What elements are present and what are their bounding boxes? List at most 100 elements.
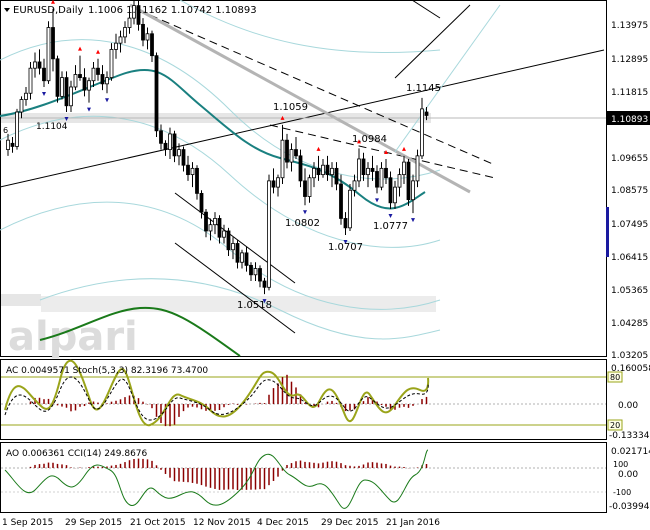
candle-body[interactable] bbox=[424, 111, 429, 116]
candle-body[interactable] bbox=[55, 58, 60, 97]
candle-body[interactable] bbox=[10, 142, 15, 147]
candle-body[interactable] bbox=[69, 86, 73, 107]
candle-body[interactable] bbox=[100, 74, 105, 85]
candlesticks[interactable] bbox=[6, 0, 429, 295]
candle-body[interactable] bbox=[105, 77, 109, 85]
channel-upper[interactable] bbox=[174, 192, 296, 284]
trendline-top-right[interactable] bbox=[394, 4, 471, 79]
candle-body[interactable] bbox=[87, 80, 91, 91]
candle-body[interactable] bbox=[334, 167, 339, 185]
candle-body[interactable] bbox=[271, 180, 276, 188]
trendline-dashed-1[interactable] bbox=[149, 14, 496, 166]
candle-body[interactable] bbox=[145, 33, 150, 41]
candle-body[interactable] bbox=[190, 167, 195, 176]
candle-body[interactable] bbox=[330, 167, 334, 176]
candle-body[interactable] bbox=[321, 164, 325, 176]
candle-body[interactable] bbox=[397, 174, 402, 188]
candle-body[interactable] bbox=[172, 133, 177, 157]
candle-body[interactable] bbox=[78, 74, 82, 78]
candle-body[interactable] bbox=[361, 158, 366, 176]
candle-body[interactable] bbox=[366, 167, 370, 176]
candle-body[interactable] bbox=[406, 161, 411, 201]
candle-body[interactable] bbox=[91, 67, 96, 82]
candle-body[interactable] bbox=[289, 149, 294, 163]
candle-body[interactable] bbox=[276, 177, 280, 188]
candle-body[interactable] bbox=[217, 218, 222, 238]
candle-body[interactable] bbox=[181, 149, 186, 166]
candle-body[interactable] bbox=[370, 167, 375, 172]
candle-body[interactable] bbox=[15, 111, 19, 147]
candle-body[interactable] bbox=[19, 99, 24, 113]
candle-body[interactable] bbox=[231, 243, 235, 251]
candle-body[interactable] bbox=[240, 252, 244, 263]
ac-stoch-indicator[interactable]: AC 0.0049571 Stoch(5,3,3) 82.3196 73.470… bbox=[1, 359, 650, 441]
candle-body[interactable] bbox=[168, 133, 172, 150]
candle-body[interactable] bbox=[267, 180, 271, 288]
candle-body[interactable] bbox=[28, 67, 33, 94]
candle-body[interactable] bbox=[109, 49, 114, 78]
candle-body[interactable] bbox=[339, 183, 343, 219]
candle-body[interactable] bbox=[249, 264, 253, 276]
candle-body[interactable] bbox=[150, 33, 154, 57]
candle-body[interactable] bbox=[294, 149, 298, 157]
candle-body[interactable] bbox=[141, 23, 145, 41]
candle-body[interactable] bbox=[235, 243, 240, 263]
candle-body[interactable] bbox=[159, 130, 163, 144]
candle-body[interactable] bbox=[384, 167, 388, 179]
candle-body[interactable] bbox=[303, 180, 307, 197]
candle-body[interactable] bbox=[33, 61, 37, 69]
candle-body[interactable] bbox=[222, 230, 226, 238]
candle-body[interactable] bbox=[127, 17, 132, 28]
candle-body[interactable] bbox=[213, 218, 217, 226]
candle-body[interactable] bbox=[420, 108, 424, 157]
candle-body[interactable] bbox=[379, 167, 384, 188]
candle-body[interactable] bbox=[280, 139, 285, 179]
candle-body[interactable] bbox=[118, 36, 123, 44]
candle-body[interactable] bbox=[42, 67, 46, 82]
date-axis[interactable]: 1 Sep 2015 29 Sep 2015 21 Oct 2015 12 No… bbox=[2, 518, 440, 528]
candle-body[interactable] bbox=[388, 177, 393, 204]
candle-body[interactable] bbox=[204, 211, 208, 232]
candle-body[interactable] bbox=[6, 139, 10, 150]
candle-body[interactable] bbox=[375, 171, 379, 188]
candle-body[interactable] bbox=[46, 27, 51, 82]
candle-body[interactable] bbox=[154, 55, 159, 132]
candle-body[interactable] bbox=[186, 164, 190, 176]
candle-body[interactable] bbox=[64, 77, 69, 107]
candle-body[interactable] bbox=[177, 149, 181, 157]
candle-body[interactable] bbox=[24, 92, 28, 100]
candle-body[interactable] bbox=[123, 27, 127, 38]
candle-body[interactable] bbox=[325, 164, 330, 176]
candle-body[interactable] bbox=[114, 42, 118, 50]
candle-body[interactable] bbox=[226, 230, 231, 251]
candle-body[interactable] bbox=[208, 224, 213, 232]
candle-body[interactable] bbox=[73, 74, 78, 88]
candle-body[interactable] bbox=[60, 77, 64, 97]
price-axis[interactable]: 1.13975 1.12895 1.11815 1.09655 1.08575 … bbox=[606, 21, 650, 361]
channel-lower[interactable] bbox=[174, 242, 296, 334]
candle-body[interactable] bbox=[258, 268, 262, 282]
candle-body[interactable] bbox=[298, 155, 303, 182]
candle-body[interactable] bbox=[316, 167, 321, 176]
candle-body[interactable] bbox=[348, 189, 352, 229]
candle-body[interactable] bbox=[244, 252, 249, 266]
ao-cci-indicator[interactable]: AO 0.006361 CCI(14) 249.8676 0.021714 10… bbox=[1, 447, 650, 512]
candle-body[interactable] bbox=[312, 167, 316, 179]
candle-body[interactable] bbox=[253, 268, 258, 276]
candle-body[interactable] bbox=[199, 192, 204, 213]
ao-cci-panel[interactable] bbox=[0, 442, 607, 513]
candle-body[interactable] bbox=[37, 61, 42, 69]
candle-body[interactable] bbox=[357, 158, 361, 182]
candle-body[interactable] bbox=[96, 67, 100, 75]
candle-body[interactable] bbox=[402, 161, 406, 176]
candle-body[interactable] bbox=[343, 218, 348, 229]
candle-body[interactable] bbox=[411, 180, 415, 201]
candle-body[interactable] bbox=[163, 142, 168, 150]
candle-body[interactable] bbox=[307, 177, 312, 197]
candle-body[interactable] bbox=[132, 5, 136, 19]
candle-body[interactable] bbox=[352, 180, 357, 191]
candle-body[interactable] bbox=[262, 280, 267, 288]
candle-body[interactable] bbox=[393, 186, 397, 204]
candle-body[interactable] bbox=[415, 155, 420, 182]
